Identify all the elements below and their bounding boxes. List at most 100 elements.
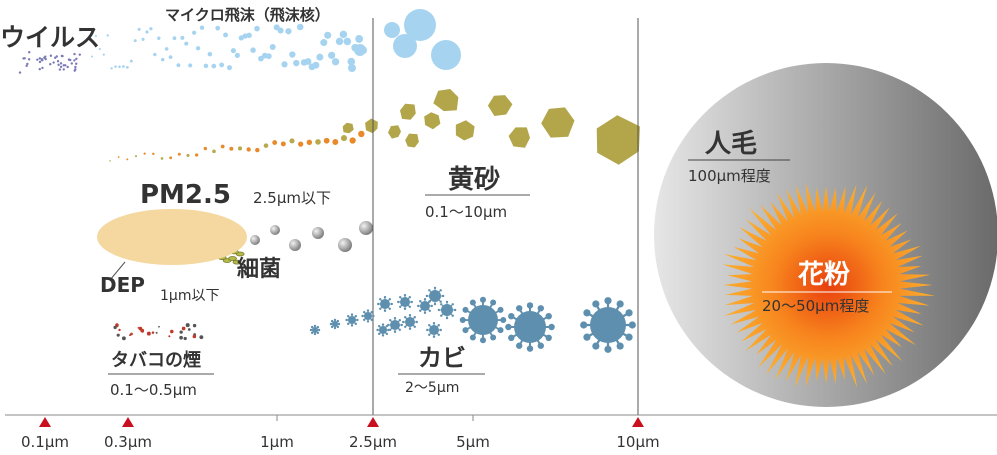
knob — [408, 296, 411, 299]
knob — [445, 300, 449, 304]
knob — [628, 321, 636, 329]
knob — [604, 345, 612, 353]
sand — [405, 133, 419, 148]
spore — [459, 296, 507, 344]
spore — [437, 300, 457, 320]
knob — [336, 325, 340, 329]
label: 細菌 — [237, 256, 281, 282]
sand-dot — [237, 146, 243, 151]
knob — [376, 328, 379, 332]
knob — [330, 319, 334, 323]
tick-label: 5μm — [456, 433, 490, 451]
sand — [455, 120, 475, 141]
virus-dot — [75, 62, 78, 65]
virus-dot — [38, 60, 42, 64]
droplet — [404, 9, 436, 41]
droplet — [110, 67, 113, 70]
label: 2.5μm以下 — [253, 189, 331, 207]
knob — [428, 300, 431, 303]
label: 黄砂 — [448, 165, 500, 195]
knob — [413, 325, 416, 328]
sand — [541, 107, 575, 138]
knob — [545, 334, 552, 341]
knob — [372, 314, 375, 318]
droplet — [281, 61, 288, 68]
droplet — [215, 25, 221, 31]
knob — [387, 328, 390, 332]
sand — [433, 89, 459, 112]
droplet — [328, 51, 336, 59]
droplet — [339, 30, 348, 39]
label: マイクロ飛沫（飛沫核） — [165, 6, 330, 24]
knob — [379, 307, 382, 310]
droplet — [384, 22, 400, 38]
droplet — [320, 39, 328, 47]
bacterium — [228, 256, 237, 261]
knob — [393, 330, 397, 333]
body — [390, 320, 400, 330]
spore — [426, 322, 442, 338]
body — [429, 290, 441, 302]
droplet — [129, 59, 133, 63]
knob — [616, 300, 624, 308]
knob — [356, 318, 359, 322]
droplet — [91, 55, 93, 58]
knob — [428, 289, 431, 292]
label: DEP — [100, 273, 145, 297]
knob — [408, 327, 412, 330]
label: 100μm程度 — [688, 167, 771, 185]
body — [590, 307, 626, 343]
axis: 0.1μm 0.3μm 1μm 2.5μm 5μm 10μm — [21, 415, 660, 451]
pm-ball — [338, 238, 352, 252]
tick-label: 1μm — [260, 433, 294, 451]
droplet — [199, 25, 205, 30]
smoke-dot — [130, 332, 133, 336]
knob — [377, 332, 381, 336]
droplet — [207, 51, 213, 57]
virus-dot — [75, 57, 78, 61]
virus-dot — [78, 53, 81, 56]
knob — [500, 317, 507, 323]
label: タバコの煙 — [111, 350, 201, 371]
body — [420, 301, 430, 311]
virus-dot — [58, 68, 62, 71]
virus-dot — [36, 58, 39, 61]
droplet — [269, 44, 276, 50]
knob — [453, 308, 457, 312]
knob — [469, 334, 476, 341]
knob — [362, 318, 366, 322]
body — [312, 327, 318, 333]
label: 1μm以下 — [160, 288, 219, 304]
droplet — [335, 37, 344, 46]
droplet — [258, 55, 264, 62]
sand-dot — [169, 156, 173, 160]
knob — [330, 325, 334, 329]
virus-dot — [74, 65, 77, 69]
droplet — [312, 61, 320, 69]
knob — [399, 305, 402, 308]
droplet — [219, 62, 225, 68]
knob — [417, 304, 420, 308]
knob — [439, 328, 442, 332]
knob — [423, 311, 427, 314]
knob — [537, 305, 544, 312]
knob — [583, 309, 591, 317]
knob — [426, 328, 429, 332]
droplet — [133, 39, 137, 43]
knob — [393, 317, 397, 320]
label: カビ — [418, 344, 466, 372]
droplet — [102, 53, 105, 56]
knob — [413, 316, 416, 319]
smoke-dot — [192, 323, 197, 328]
knob — [423, 298, 427, 301]
sand — [424, 112, 441, 130]
spore — [345, 313, 359, 327]
knob — [354, 322, 358, 326]
sand-dot — [298, 141, 304, 147]
spore — [417, 298, 433, 314]
knob — [316, 331, 320, 335]
knob — [439, 289, 442, 292]
droplet — [168, 55, 173, 60]
knob — [397, 300, 400, 304]
knob — [526, 302, 534, 309]
